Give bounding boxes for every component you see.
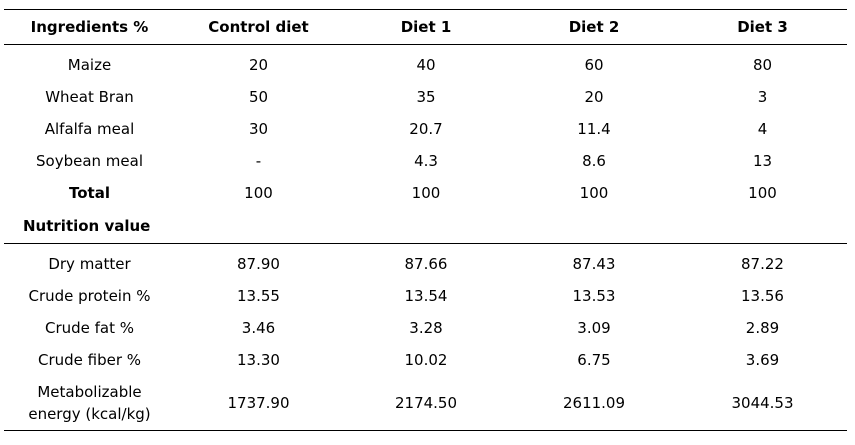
total-row: Total 100 100 100 100 [4,177,847,209]
row-label: Soybean meal [36,152,143,170]
table-row: Dry matter 87.90 87.66 87.43 87.22 [4,244,847,281]
cell-value: 13.53 [572,287,616,305]
cell-value: 3.69 [745,351,780,369]
cell-value: 87.22 [741,255,784,273]
table-row: Maize 20 40 60 80 [4,45,847,82]
cell-value: 4.3 [414,152,438,170]
cell-value: 100 [244,184,273,202]
cell-value: 40 [416,56,436,74]
row-label-line-1: Metabolizable [37,383,142,401]
table-row: Crude fat % 3.46 3.28 3.09 2.89 [4,312,847,344]
row-label: Crude fat % [44,319,135,337]
header-row: Ingredients % Control diet Diet 1 Diet 2… [4,9,847,45]
cell-value: 50 [248,88,269,106]
cell-value: 3.46 [241,319,276,337]
header-diet-1: Diet 1 [342,9,510,45]
cell-value: 13 [752,152,773,170]
cell-value: 80 [752,56,773,74]
cell-value: - [255,152,262,170]
cell-value: 3 [757,88,768,106]
header-diet-3: Diet 3 [678,9,847,45]
cell-value: 3.28 [409,319,443,337]
cell-value: 100 [579,184,609,202]
header-control-diet: Control diet [175,9,342,45]
table-row: Alfalfa meal 30 20.7 11.4 4 [4,113,847,145]
cell-value: 87.90 [237,255,280,273]
cell-value: 87.66 [404,255,448,273]
cell-value: 13.54 [404,287,448,305]
cell-value: 87.43 [572,255,616,273]
cell-value: 8.6 [582,152,606,170]
row-label: Alfalfa meal [44,120,135,138]
cell-value: 13.56 [741,287,784,305]
cell-value: 13.30 [237,351,280,369]
header-diet-2: Diet 2 [510,9,678,45]
section-label-nutrition: Nutrition value [4,209,342,244]
cell-value: 2611.09 [510,376,678,431]
cell-value: 100 [748,184,777,202]
total-label: Total [69,184,110,202]
cell-value: 1737.90 [175,376,342,431]
cell-value: 30 [248,120,269,138]
cell-value: 20 [584,88,604,106]
row-label: Crude fiber % [37,351,142,369]
cell-value: 2174.50 [342,376,510,431]
diet-composition-table: Ingredients % Control diet Diet 1 Diet 2… [4,9,847,431]
row-label: Wheat Bran [45,88,134,106]
row-label: Maize [67,56,112,74]
section-row: Nutrition value [4,209,847,244]
cell-value: 13.55 [237,287,280,305]
header-ingredients: Ingredients % [4,9,175,45]
table-row: Crude protein % 13.55 13.54 13.53 13.56 [4,280,847,312]
cell-value: 60 [584,56,604,74]
cell-value: 4 [757,120,768,138]
cell-value: 20 [248,56,269,74]
row-label: Dry matter [48,255,131,273]
cell-value: 100 [411,184,441,202]
row-label-line-2: energy (kcal/kg) [28,405,151,423]
table-row: Crude fiber % 13.30 10.02 6.75 3.69 [4,344,847,376]
table-row: Wheat Bran 50 35 20 3 [4,81,847,113]
cell-value: 10.02 [404,351,448,369]
cell-value: 35 [416,88,436,106]
cell-value: 3.09 [577,319,611,337]
table-row: Soybean meal - 4.3 8.6 13 [4,145,847,177]
cell-value: 20.7 [409,120,443,138]
cell-value: 3044.53 [678,376,847,431]
cell-value: 6.75 [577,351,611,369]
row-label: Crude protein % [28,287,151,305]
cell-value: 11.4 [577,120,611,138]
cell-value: 2.89 [745,319,780,337]
row-label: Metabolizable energy (kcal/kg) [4,376,175,431]
table-row: Metabolizable energy (kcal/kg) 1737.90 2… [4,376,847,431]
